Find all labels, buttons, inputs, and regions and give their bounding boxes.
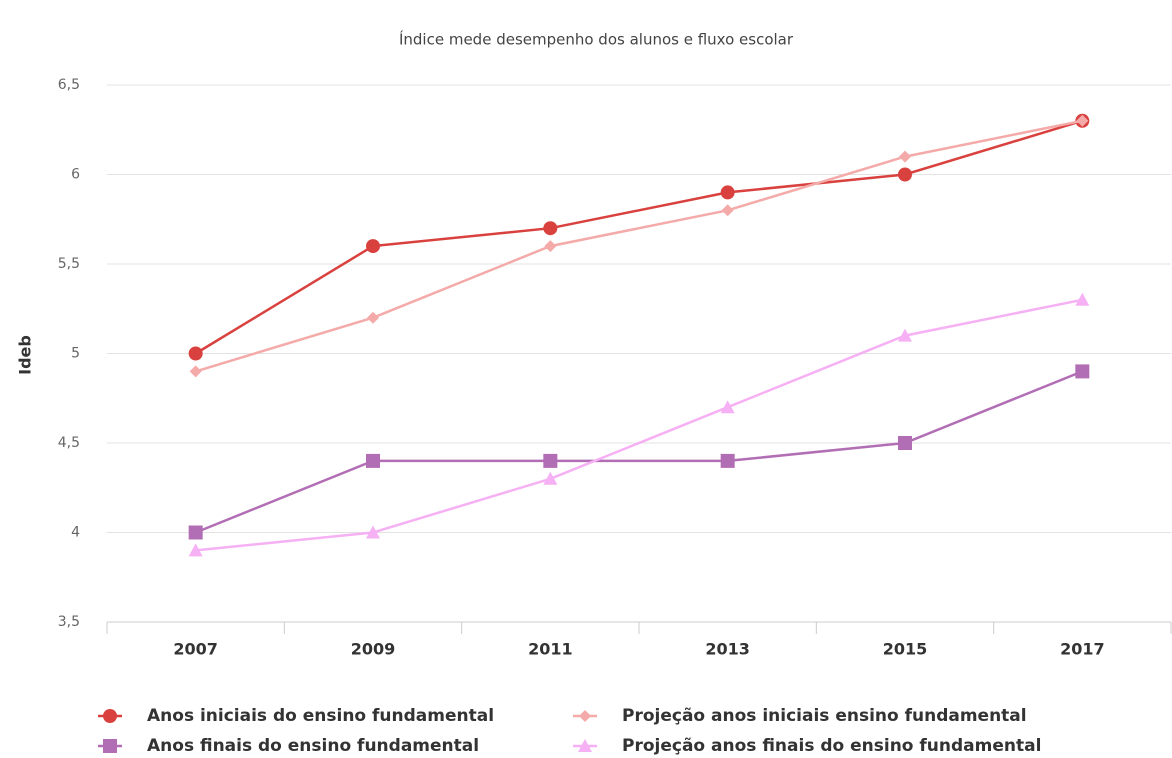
legend-label: Anos iniciais do ensino fundamental	[147, 706, 494, 726]
point	[720, 185, 735, 200]
point	[366, 525, 380, 539]
legend-label: Anos finais do ensino fundamental	[147, 736, 479, 756]
point	[543, 221, 558, 236]
point	[1075, 364, 1090, 379]
x-tick-label: 2009	[351, 640, 396, 659]
point	[103, 709, 117, 723]
point	[899, 150, 911, 163]
point	[721, 204, 734, 217]
chart-title: Índice mede desempenho dos alunos e flux…	[399, 30, 794, 49]
point	[579, 710, 591, 722]
legend-label: Projeção anos finais do ensino fundament…	[622, 736, 1041, 756]
y-tick-label: 4,5	[58, 435, 80, 451]
point	[720, 400, 735, 414]
y-tick-label: 5,5	[58, 256, 80, 272]
point	[189, 365, 202, 378]
point	[543, 453, 558, 468]
point	[1076, 114, 1089, 127]
point	[188, 525, 203, 540]
point	[543, 471, 558, 485]
point	[367, 311, 379, 324]
series-line	[195, 119, 1083, 373]
point	[898, 436, 912, 450]
y-tick-label: 3,5	[58, 614, 80, 630]
x-tick-label: 2017	[1060, 640, 1105, 659]
point	[1075, 292, 1090, 306]
point	[544, 240, 557, 253]
x-tick-label: 2013	[705, 640, 750, 659]
series-line	[195, 298, 1083, 552]
y-tick-label: 6	[71, 167, 80, 183]
y-axis-label: Ideb	[16, 335, 35, 375]
point	[188, 543, 203, 557]
y-tick-label: 6,5	[58, 77, 80, 93]
point	[366, 239, 380, 254]
series-line	[195, 119, 1083, 355]
point	[188, 346, 203, 361]
x-tick-label: 2015	[883, 640, 928, 659]
point	[898, 328, 912, 342]
point	[103, 739, 117, 753]
legend-label: Projeção anos iniciais ensino fundamenta…	[622, 706, 1027, 726]
series-line	[195, 370, 1083, 534]
point	[578, 739, 592, 752]
x-tick-label: 2011	[528, 640, 573, 659]
x-tick-label: 2007	[173, 640, 218, 659]
y-tick-label: 5	[71, 346, 80, 362]
point	[366, 453, 380, 468]
point	[720, 453, 735, 468]
point	[898, 167, 912, 182]
y-tick-label: 4	[71, 525, 80, 541]
